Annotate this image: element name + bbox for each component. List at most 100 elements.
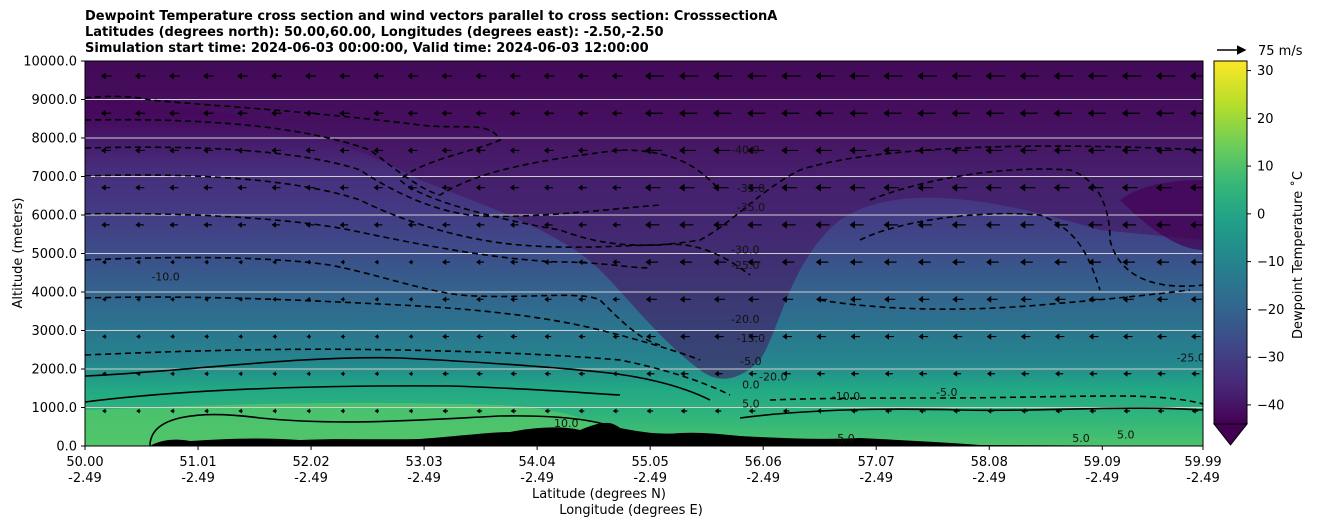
x-tick-label-lat: 59.99 bbox=[1184, 455, 1221, 470]
wind-vector bbox=[1191, 333, 1201, 340]
x-tick-label-lat: 54.04 bbox=[519, 455, 556, 470]
wind-vector bbox=[340, 296, 345, 302]
wind-vector bbox=[1019, 72, 1039, 80]
wind-vector bbox=[1053, 72, 1074, 80]
wind-vector bbox=[815, 258, 829, 266]
wind-vector bbox=[679, 183, 695, 192]
wind-vector bbox=[1191, 408, 1199, 414]
wind-vector bbox=[1087, 183, 1104, 192]
wind-vector bbox=[1156, 333, 1167, 340]
wind-vector bbox=[340, 334, 345, 340]
wind-vector bbox=[442, 333, 449, 340]
wind-vector bbox=[747, 183, 763, 192]
wind-vector bbox=[611, 147, 622, 154]
wind-vector bbox=[951, 146, 969, 155]
wind-vector bbox=[408, 371, 414, 377]
x-tick-label-lon: -2.49 bbox=[972, 471, 1006, 486]
wind-vector bbox=[713, 295, 726, 303]
wind-vector bbox=[781, 146, 799, 155]
wind-vector bbox=[1087, 109, 1106, 118]
wind-vector bbox=[544, 296, 552, 303]
wind-vector bbox=[510, 221, 519, 228]
wind-vector bbox=[339, 147, 350, 154]
wind-vector bbox=[1190, 295, 1202, 303]
y-tick-label: 1000.0 bbox=[32, 401, 78, 416]
wind-vector bbox=[510, 408, 517, 414]
wind-vector bbox=[645, 295, 657, 303]
wind-vector bbox=[340, 371, 345, 377]
wind-vector bbox=[135, 184, 145, 191]
wind-vector bbox=[850, 295, 862, 303]
wind-vector bbox=[374, 371, 379, 377]
wind-vector bbox=[1053, 221, 1069, 229]
wind-vector bbox=[1053, 146, 1071, 155]
wind-vector bbox=[644, 183, 661, 192]
wind-vector bbox=[883, 221, 898, 229]
wind-vector bbox=[441, 109, 452, 117]
wind-vector bbox=[1054, 258, 1067, 266]
wind-vector bbox=[578, 333, 586, 340]
wind-vector bbox=[408, 334, 414, 340]
wind-vector bbox=[1156, 258, 1170, 266]
wind-vector bbox=[1089, 370, 1098, 377]
wind-vector bbox=[578, 408, 585, 414]
wind-vector bbox=[1088, 295, 1100, 303]
x-axis-label-2: Longitude (degrees E) bbox=[559, 503, 703, 518]
wind-vector bbox=[782, 333, 792, 340]
wind-vector bbox=[100, 72, 112, 80]
wind-vector bbox=[985, 183, 1002, 192]
y-tick-label: 4000.0 bbox=[32, 286, 78, 301]
wind-vector bbox=[272, 259, 277, 265]
wind-vector bbox=[441, 184, 451, 191]
wind-vector bbox=[169, 184, 179, 191]
wind-vector bbox=[101, 147, 111, 154]
colorbar-label: Dewpoint Temperature ˚C bbox=[1290, 171, 1306, 339]
wind-vector bbox=[714, 370, 723, 377]
wind-vector bbox=[102, 296, 107, 302]
wind-vector bbox=[442, 296, 450, 303]
wind-vector bbox=[713, 258, 727, 266]
wind-vector bbox=[408, 296, 414, 302]
wind-vector bbox=[1019, 146, 1037, 155]
terrain bbox=[85, 422, 1203, 446]
wind-vector bbox=[951, 258, 965, 266]
wind-vector bbox=[679, 258, 693, 266]
x-tick-label-lat: 52.02 bbox=[292, 455, 329, 470]
contour-label: -10.0 bbox=[151, 270, 179, 283]
wind-vector bbox=[679, 72, 699, 80]
wind-vector bbox=[1189, 109, 1203, 118]
wind-vector bbox=[578, 221, 587, 228]
wind-vector bbox=[509, 184, 519, 191]
wind-vector bbox=[1019, 109, 1038, 118]
wind-vector bbox=[1019, 221, 1035, 229]
wind-vector bbox=[917, 109, 936, 118]
wind-vector bbox=[170, 296, 175, 302]
wind-vector bbox=[1189, 183, 1203, 192]
wind-vector bbox=[713, 146, 730, 155]
contour-label: -35.0 bbox=[737, 182, 765, 195]
wind-vector bbox=[612, 296, 620, 303]
wind-vector bbox=[644, 146, 662, 155]
contour-label: -10.0 bbox=[832, 390, 860, 403]
wind-vector bbox=[543, 72, 555, 80]
wind-vector bbox=[985, 109, 1004, 118]
y-tick-label: 7000.0 bbox=[32, 170, 78, 185]
wind-vector bbox=[781, 295, 794, 303]
wind-vector bbox=[951, 221, 966, 229]
wind-vector bbox=[102, 259, 107, 265]
wind-vector bbox=[170, 259, 175, 265]
wind-vector bbox=[815, 109, 834, 118]
wind-vector bbox=[1121, 221, 1137, 229]
wind-vector bbox=[170, 371, 175, 377]
wind-vector bbox=[644, 72, 665, 80]
wind-vector bbox=[136, 408, 141, 414]
wind-vector bbox=[883, 146, 901, 155]
wind-vector bbox=[1088, 333, 1099, 340]
wind-vector bbox=[271, 184, 281, 191]
wind-vector bbox=[543, 109, 554, 117]
wind-vector bbox=[1123, 408, 1131, 414]
wind-vector bbox=[373, 184, 383, 191]
wind-vector bbox=[680, 370, 689, 377]
wind-vector bbox=[203, 147, 213, 154]
wind-vector bbox=[917, 146, 935, 155]
